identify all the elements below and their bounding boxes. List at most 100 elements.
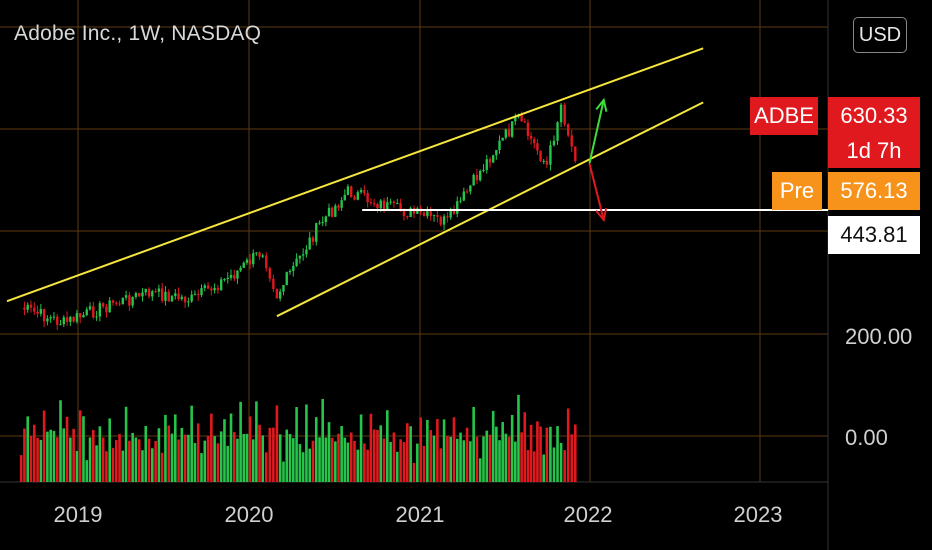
volume-bar xyxy=(426,419,429,482)
price-candle xyxy=(128,295,131,306)
volume-bar xyxy=(356,449,360,482)
price-candle xyxy=(26,304,29,310)
volume-bar xyxy=(144,425,148,482)
price-candle xyxy=(523,121,526,123)
price-candle xyxy=(542,160,545,162)
volume-bar xyxy=(405,423,409,482)
volume-bar xyxy=(226,445,230,482)
volume-bar xyxy=(232,432,236,482)
price-candle xyxy=(507,129,511,137)
volume-bar xyxy=(88,437,92,482)
volume-bar xyxy=(118,434,121,482)
volume-bar xyxy=(46,431,49,482)
volume-bar xyxy=(285,429,289,482)
volume-bar xyxy=(137,439,141,482)
price-candle xyxy=(82,315,85,318)
volume-bar xyxy=(121,450,125,482)
price-candle xyxy=(285,272,288,285)
volume-bar xyxy=(488,434,492,482)
volume-bar xyxy=(147,438,151,482)
volume-bar xyxy=(108,418,111,482)
volume-bar xyxy=(151,448,154,482)
price-candle xyxy=(498,140,501,150)
volume-bar xyxy=(65,416,69,482)
price-candle xyxy=(141,292,144,297)
volume-bar xyxy=(193,443,197,482)
volume-bar xyxy=(507,436,511,482)
price-candle xyxy=(72,316,75,322)
volume-bar xyxy=(343,437,347,482)
volume-bar xyxy=(429,430,433,482)
price-candle xyxy=(376,204,379,209)
price-candle xyxy=(346,186,350,195)
volume-bar xyxy=(392,432,396,482)
volume-bar xyxy=(282,461,285,482)
volume-bar xyxy=(556,426,559,482)
volume-bar xyxy=(98,426,102,482)
price-candle xyxy=(570,135,573,147)
x-tick-label: 2019 xyxy=(53,502,103,527)
price-candle xyxy=(426,211,429,217)
volume-bar xyxy=(251,439,255,482)
price-candle xyxy=(245,259,249,263)
price-candle xyxy=(353,197,356,200)
price-candle xyxy=(311,237,315,242)
price-candle xyxy=(101,303,105,307)
volume-bar xyxy=(268,427,272,482)
volume-bar xyxy=(114,440,118,482)
volume-bar xyxy=(321,398,324,482)
price-candle xyxy=(452,210,456,214)
price-candle xyxy=(160,288,164,301)
price-candle xyxy=(62,317,65,325)
price-candle xyxy=(98,303,102,317)
chart-title: Adobe Inc., 1W, NASDAQ xyxy=(14,22,262,45)
price-candle xyxy=(462,191,466,201)
price-candle xyxy=(491,155,495,163)
volume-bar xyxy=(452,417,456,482)
volume-bar xyxy=(337,433,340,482)
currency-button[interactable]: USD xyxy=(853,17,907,53)
y-tick-label: 0.00 xyxy=(845,425,888,450)
volume-bar xyxy=(552,447,556,482)
price-candle xyxy=(432,215,436,217)
volume-bar xyxy=(59,400,62,482)
arrow-up-head xyxy=(595,97,608,112)
price-candle xyxy=(495,149,498,156)
volume-bar xyxy=(131,432,134,482)
price-candle xyxy=(372,203,376,205)
price-candle xyxy=(446,216,449,218)
price-candle xyxy=(203,285,206,289)
price-candle xyxy=(170,296,174,302)
volume-bar xyxy=(545,427,549,482)
price-candle xyxy=(111,300,115,303)
volume-bar xyxy=(573,424,577,482)
price-candle xyxy=(292,265,295,271)
price-candle xyxy=(389,201,392,203)
volume-bar xyxy=(366,449,369,482)
volume-bar xyxy=(78,410,82,482)
price-candle xyxy=(183,296,187,303)
price-candle xyxy=(167,291,170,302)
volume-bar xyxy=(570,434,574,482)
volume-bar xyxy=(395,451,399,482)
volume-bar xyxy=(346,442,350,482)
price-candle xyxy=(151,291,154,297)
volume-bar xyxy=(264,452,268,482)
price-candle xyxy=(563,104,566,125)
volume-bar xyxy=(36,437,39,482)
price-candle xyxy=(131,297,134,306)
volume-bar xyxy=(532,451,536,482)
volume-bar xyxy=(23,428,26,482)
price-candle xyxy=(95,316,98,318)
volume-bar xyxy=(239,401,242,482)
price-candle xyxy=(213,287,216,291)
price-candle xyxy=(52,316,56,318)
volume-bar xyxy=(164,414,167,482)
price-candle xyxy=(42,308,46,322)
price-candle xyxy=(324,216,328,223)
price-candle xyxy=(479,170,482,181)
price-candle xyxy=(510,121,514,137)
last-price-tag: 630.33 xyxy=(828,97,920,135)
price-candle xyxy=(330,207,334,217)
